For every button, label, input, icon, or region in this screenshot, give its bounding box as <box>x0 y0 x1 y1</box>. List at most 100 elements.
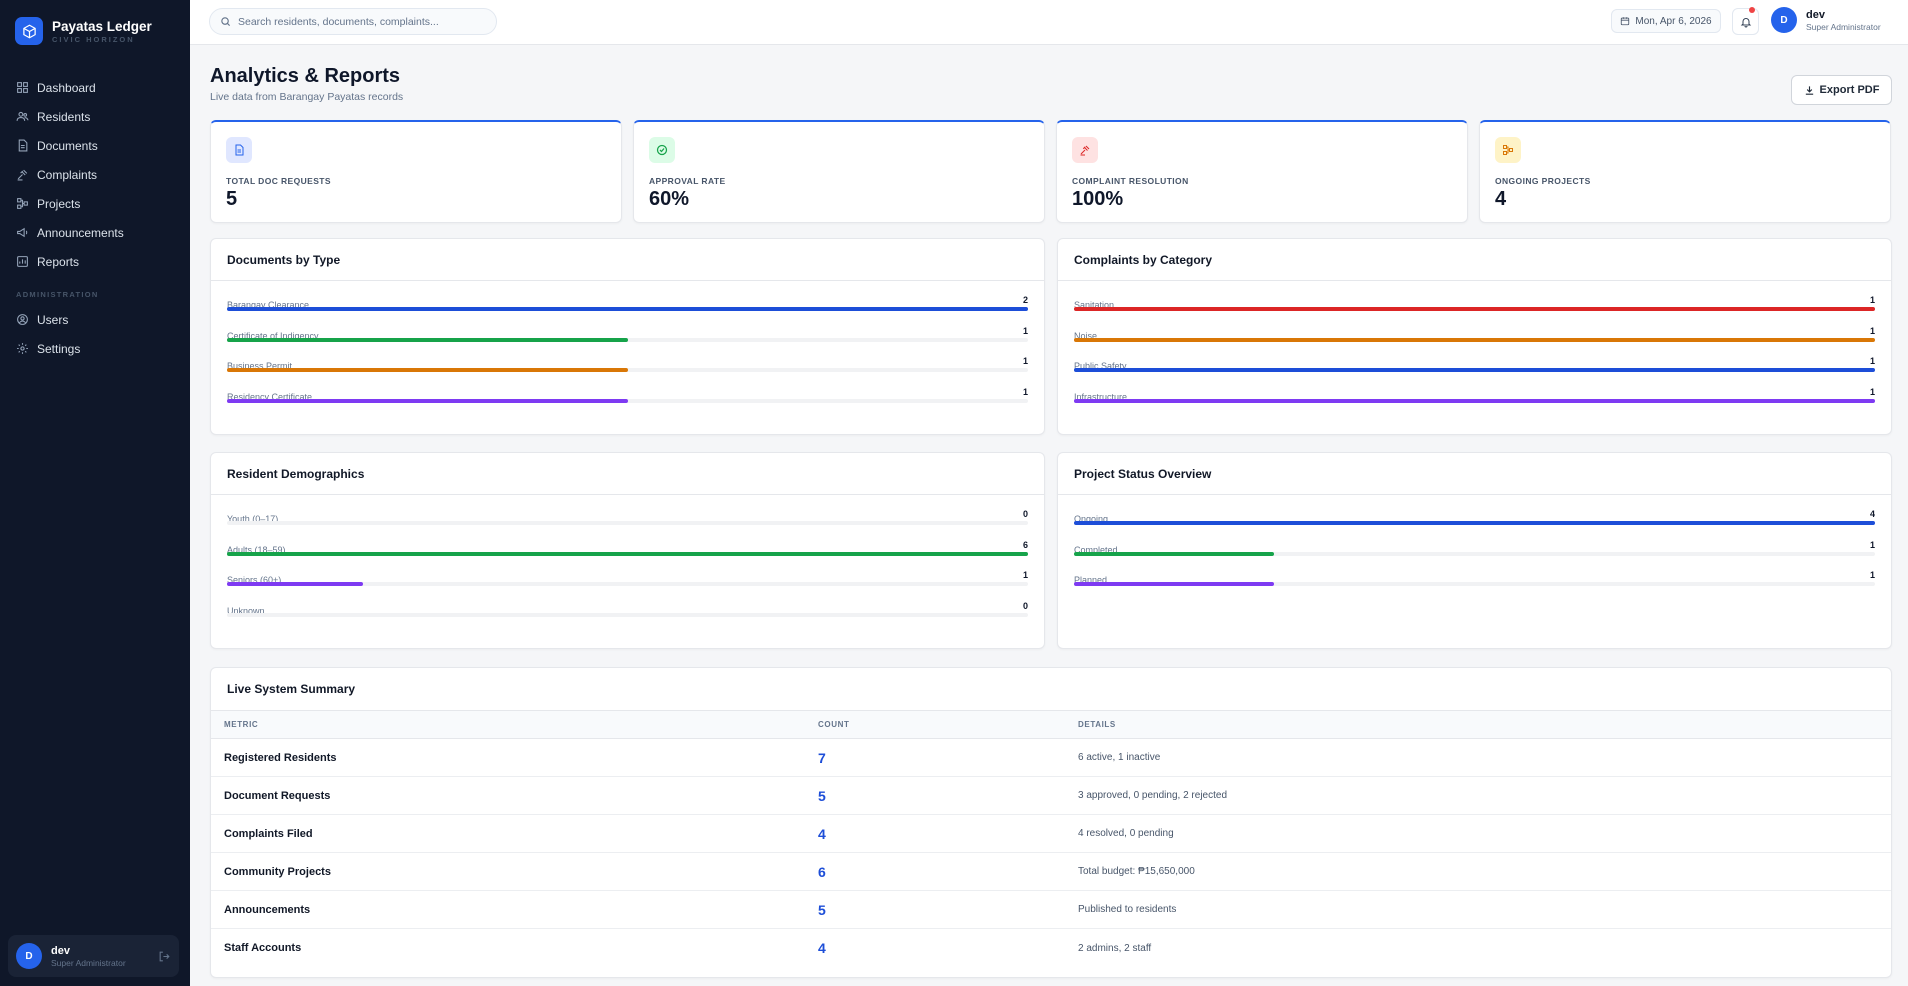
card-title: Documents by Type <box>211 239 1044 281</box>
bar-row: Unknown 0 <box>227 601 1028 632</box>
users-icon <box>16 111 29 121</box>
notifications-button[interactable] <box>1732 7 1759 35</box>
bar-value: 1 <box>1869 386 1875 397</box>
admin-section-label: ADMINISTRATION <box>16 290 99 299</box>
sidebar-user-card[interactable]: D dev Super Administrator <box>8 935 179 977</box>
bar-track <box>227 337 1028 342</box>
brand-name: Payatas Ledger <box>52 18 152 34</box>
bar-row: Sanitation 1 <box>1074 295 1875 326</box>
stat-label: ONGOING PROJECTS <box>1495 176 1591 186</box>
bar-fill <box>1074 307 1875 311</box>
sidebar-item-projects[interactable]: Projects <box>0 189 190 218</box>
sidebar-item-label: Users <box>37 312 69 327</box>
bar-row: Ongoing 4 <box>1074 509 1875 540</box>
bar-label: Adults (18–59) <box>227 544 286 555</box>
bar-list: Ongoing 4 Completed 1 Planned 1 <box>1058 495 1891 601</box>
bar-label: Seniors (60+) <box>227 575 282 586</box>
bar-fill <box>1074 398 1875 403</box>
stat-label: COMPLAINT RESOLUTION <box>1072 176 1189 186</box>
sidebar-item-label: Residents <box>37 109 91 124</box>
metric-cell: Staff Accounts <box>224 942 302 954</box>
bar-list: Youth (0–17) 0 Adults (18–59) 6 Seniors (6… <box>211 495 1044 631</box>
sidebar-item-reports[interactable]: Reports <box>0 247 190 276</box>
details-cell: 4 resolved, 0 pending <box>1078 828 1174 839</box>
bar-label: Certificate of Indigency <box>227 330 319 341</box>
bar-row: Infrastructure 1 <box>1074 387 1875 418</box>
sidebar-item-documents[interactable]: Documents <box>0 131 190 160</box>
bar-row: Certificate of Indigency 1 <box>227 326 1028 357</box>
bar-track <box>1074 521 1875 525</box>
bar-value: 2 <box>1022 295 1028 305</box>
complaints-by-category-card: Complaints by Category Sanitation 1 Noise… <box>1057 238 1892 435</box>
stat-value: 5 <box>226 188 238 210</box>
bar-track <box>227 307 1028 311</box>
bar-row: Public Safety 1 <box>1074 356 1875 387</box>
resident-demographics-card: Resident Demographics Youth (0–17) 0 Adul… <box>210 452 1045 649</box>
stat-card-approval-rate: APPROVAL RATE 60% <box>633 120 1045 223</box>
search-input[interactable] <box>238 15 478 28</box>
bar-fill <box>227 307 1028 311</box>
bar-value: 6 <box>1022 539 1028 550</box>
bar-value: 4 <box>1869 509 1875 519</box>
logout-icon[interactable] <box>158 950 171 963</box>
stat-card-ongoing-projects: ONGOING PROJECTS 4 <box>1479 120 1891 223</box>
bar-fill <box>1074 582 1275 587</box>
table-row: Complaints Filed 4 4 resolved, 0 pending <box>211 815 1891 853</box>
bar-label: Planned <box>1074 575 1108 586</box>
search-icon <box>221 17 231 27</box>
bar-value: 1 <box>1022 356 1028 367</box>
bar-list: Barangay Clearance 2 Certificate of Indig… <box>211 281 1044 417</box>
sidebar-item-dashboard[interactable]: Dashboard <box>0 73 190 102</box>
stat-card-complaint-resolution: COMPLAINT RESOLUTION 100% <box>1056 120 1468 223</box>
export-label: Export PDF <box>1819 84 1880 96</box>
bar-value: 1 <box>1869 570 1875 581</box>
avatar: D <box>1771 7 1797 33</box>
bar-label: Residency Certificate <box>227 391 313 402</box>
bar-list: Sanitation 1 Noise 1 Public Safety 1 Infras… <box>1058 281 1891 417</box>
gear-icon <box>17 343 28 354</box>
bar-track <box>227 551 1028 556</box>
metric-cell: Document Requests <box>224 789 331 802</box>
table-body: Registered Residents 7 6 active, 1 inact… <box>211 739 1891 967</box>
brand[interactable]: Payatas Ledger CIVIC HORIZON <box>0 0 190 62</box>
bar-track <box>227 368 1028 373</box>
sidebar-item-residents[interactable]: Residents <box>0 102 190 131</box>
document-icon <box>18 139 28 152</box>
sidebar-item-label: Dashboard <box>37 80 96 95</box>
sidebar-item-users[interactable]: Users <box>0 305 190 334</box>
bar-value: 1 <box>1869 325 1875 336</box>
bar-label: Noise <box>1074 330 1098 341</box>
count-cell: 6 <box>818 863 826 880</box>
metric-cell: Community Projects <box>224 865 331 878</box>
sidebar-item-complaints[interactable]: Complaints <box>0 160 190 189</box>
stat-label: APPROVAL RATE <box>649 176 726 186</box>
search-bar[interactable] <box>209 8 497 35</box>
sidebar-item-label: Complaints <box>37 167 98 182</box>
bell-icon <box>1740 17 1751 27</box>
bar-fill <box>227 398 628 403</box>
details-cell: Total budget: ₱15,650,000 <box>1078 866 1195 877</box>
card-title: Project Status Overview <box>1058 453 1891 495</box>
bar-row: Seniors (60+) 1 <box>227 570 1028 601</box>
bar-row: Business Permit 1 <box>227 356 1028 387</box>
check-circle-icon <box>649 137 675 163</box>
bar-value: 0 <box>1022 600 1028 611</box>
stat-value: 100% <box>1072 188 1124 210</box>
project-icon <box>1495 137 1521 163</box>
metric-cell: Registered Residents <box>224 751 337 764</box>
top-header: Mon, Apr 6, 2026 D dev Super Administrat… <box>190 0 1908 45</box>
sidebar-item-label: Projects <box>37 196 81 211</box>
header-user-menu[interactable]: D dev Super Administrator <box>1771 7 1881 33</box>
bar-track <box>227 521 1028 525</box>
count-cell: 4 <box>818 825 826 842</box>
export-pdf-button[interactable]: Export PDF <box>1791 75 1892 105</box>
table-row: Community Projects 6 Total budget: ₱15,6… <box>211 853 1891 891</box>
sidebar-nav: Dashboard Residents Documents Complaints… <box>0 73 190 363</box>
bar-value: 0 <box>1022 509 1028 519</box>
stat-label: TOTAL DOC REQUESTS <box>226 176 331 186</box>
bar-label: Infrastructure <box>1074 391 1128 402</box>
sidebar-item-settings[interactable]: Settings <box>0 334 190 363</box>
avatar: D <box>16 943 42 969</box>
sidebar-item-announcements[interactable]: Announcements <box>0 218 190 247</box>
notification-dot <box>1749 7 1755 13</box>
